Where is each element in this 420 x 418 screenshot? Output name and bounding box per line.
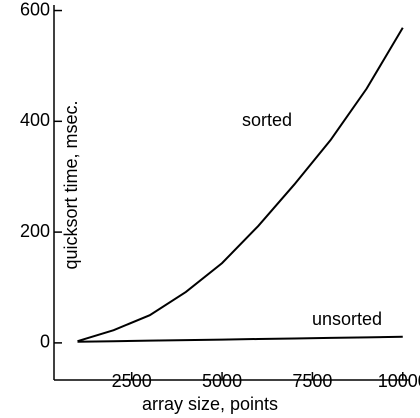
x-tick-label: 2500 (112, 371, 152, 391)
y-tick-label: 200 (20, 221, 50, 241)
y-tick-label: 400 (20, 110, 50, 130)
y-tick-label: 600 (20, 0, 50, 19)
y-tick-label: 0 (40, 332, 50, 352)
x-tick-label: 7500 (292, 371, 332, 391)
series-label: sorted (242, 110, 292, 130)
line (77, 335, 403, 343)
x-tick-label: 10000 (378, 371, 420, 391)
y-axis-label: quicksort time, msec. (61, 100, 81, 269)
x-axis-label: array size, points (142, 394, 278, 414)
line (77, 27, 404, 343)
x-tick-label: 5000 (202, 371, 242, 391)
series-label: unsorted (312, 309, 382, 329)
